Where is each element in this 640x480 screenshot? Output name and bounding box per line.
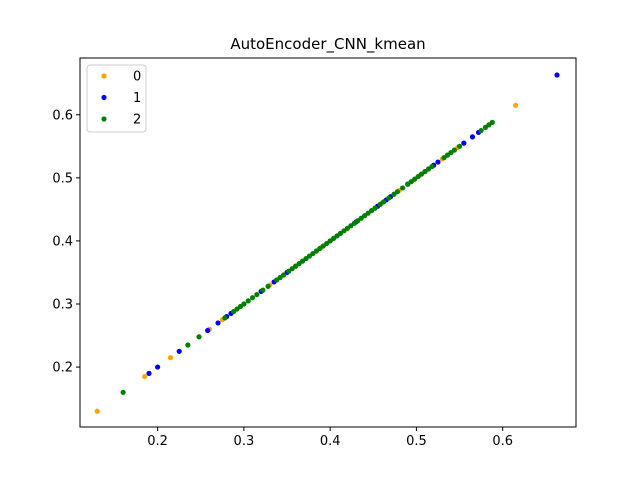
x-tick-label-4: 0.6	[492, 434, 513, 449]
point-series-1-20	[469, 134, 476, 140]
point-series-0-0	[94, 408, 100, 414]
point-series-2-61	[478, 127, 484, 134]
point-series-2-12	[265, 283, 271, 289]
x-axis: 0.2 0.3 0.4 0.5 0.6	[147, 427, 513, 449]
point-series-1-4	[215, 320, 221, 326]
x-tick-label-0: 0.2	[147, 434, 168, 449]
y-tick-label-0: 0.2	[52, 361, 73, 376]
points-layer	[94, 72, 560, 414]
point-series-0-2	[167, 355, 174, 361]
legend-marker-2	[101, 116, 107, 122]
point-series-1-18	[435, 159, 441, 165]
point-series-2-43	[381, 199, 387, 205]
point-series-1-22	[554, 72, 560, 78]
point-series-2-47	[400, 185, 406, 191]
point-series-0-17	[513, 102, 519, 108]
x-tick-label-3: 0.5	[406, 434, 427, 449]
legend: 0 1 2	[86, 64, 147, 133]
y-axis: 0.2 0.3 0.4 0.5 0.6	[52, 108, 80, 376]
x-tick-label-1: 0.3	[234, 434, 255, 449]
y-tick-label-4: 0.6	[52, 108, 73, 123]
point-series-2-1	[185, 342, 191, 348]
chart-title: AutoEncoder_CNN_kmean	[230, 35, 425, 54]
point-series-2-59	[451, 147, 457, 153]
legend-marker-0	[101, 73, 107, 79]
legend-label-0: 0	[133, 70, 141, 85]
point-series-2-15	[280, 272, 287, 278]
point-series-1-1	[155, 364, 161, 370]
y-tick-label-2: 0.4	[52, 234, 73, 249]
point-series-2-44	[386, 195, 392, 201]
point-series-2-9	[249, 295, 256, 301]
legend-label-2: 2	[133, 113, 141, 128]
point-series-2-0	[120, 389, 126, 395]
point-series-2-41	[372, 205, 378, 211]
point-series-2-10	[254, 291, 260, 298]
point-series-2-60	[456, 143, 463, 149]
point-series-0-1	[142, 373, 148, 380]
point-series-1-2	[176, 348, 182, 354]
y-tick-label-3: 0.5	[52, 171, 73, 186]
legend-box	[86, 64, 147, 133]
point-series-2-55	[429, 163, 435, 170]
point-series-2-11	[260, 287, 266, 293]
legend-label-1: 1	[133, 91, 141, 106]
point-series-2-8	[245, 298, 251, 304]
axes-frame	[79, 57, 577, 428]
point-series-2-2	[196, 334, 202, 340]
point-series-1-3	[205, 327, 211, 334]
y-tick-label-1: 0.3	[52, 298, 73, 313]
legend-marker-1	[101, 94, 107, 101]
point-series-2-46	[394, 189, 401, 195]
point-series-2-7	[241, 301, 247, 307]
point-series-2-3	[222, 315, 228, 321]
x-tick-label-2: 0.4	[320, 434, 341, 449]
point-series-1-0	[146, 370, 152, 376]
point-series-1-19	[461, 140, 467, 146]
point-series-2-64	[489, 119, 495, 125]
